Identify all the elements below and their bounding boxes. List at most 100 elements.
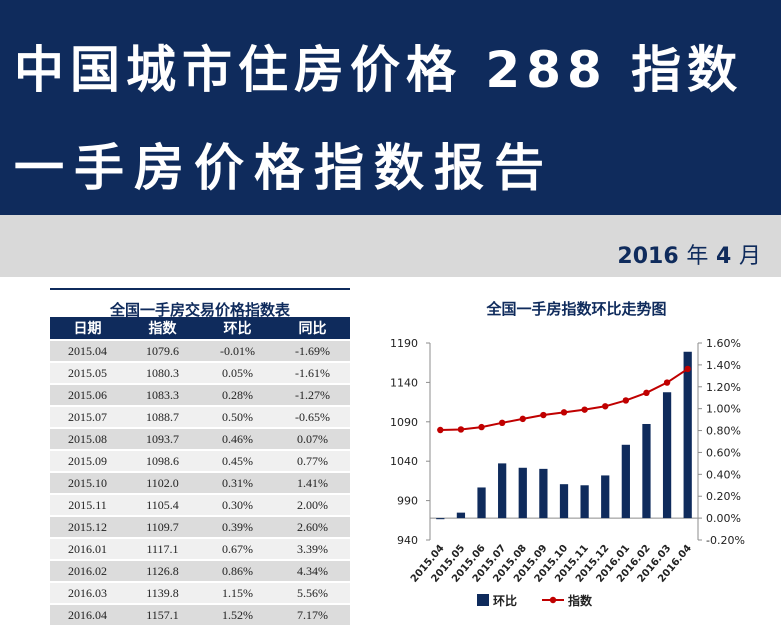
mom-bar: [642, 423, 651, 519]
cell-date: 2016.03: [50, 581, 125, 604]
right-axis-tick-label: 1.40%: [706, 359, 741, 372]
index-point: [478, 423, 485, 431]
cell-index: 1139.8: [125, 581, 200, 604]
left-axis-tick-label: 990: [397, 495, 418, 508]
cell-index: 1117.1: [125, 537, 200, 560]
cell-date: 2015.12: [50, 515, 125, 538]
cell-mom: 0.45%: [200, 449, 275, 472]
table-row: 2015.05 1080.3 0.05% -1.61%: [50, 361, 350, 384]
cell-yoy: 4.34%: [275, 559, 350, 582]
table-row: 2015.08 1093.7 0.46% 0.07%: [50, 427, 350, 450]
index-table-body: 2015.04 1079.6 -0.01% -1.69% 2015.05 1080.3 0.…: [50, 339, 350, 625]
table-row: 2015.09 1098.6 0.45% 0.77%: [50, 449, 350, 472]
cell-yoy: 5.56%: [275, 581, 350, 604]
cell-yoy: 0.77%: [275, 449, 350, 472]
left-axis-tick-label: 1140: [390, 376, 418, 389]
report-header: 中国城市住房价格 288 指数 一手房价格指数报告: [0, 0, 781, 215]
report-month-unit: 月: [738, 244, 761, 269]
cell-mom: 0.39%: [200, 515, 275, 538]
left-axis-tick-label: 1090: [390, 416, 418, 429]
cell-yoy: 2.00%: [275, 493, 350, 516]
chart-panel: 全国一手房指数环比走势图 1190 1140 1090 1040 990 940 1.60%…: [372, 290, 781, 635]
cell-date: 2015.09: [50, 449, 125, 472]
legend-swatch-mom: [477, 594, 489, 606]
cell-yoy: 1.41%: [275, 471, 350, 494]
mom-bar: [559, 484, 569, 519]
right-axis-tick-label: 0.00%: [706, 512, 741, 525]
mom-bar: [621, 444, 630, 519]
report-year: 2016: [617, 244, 679, 269]
index-table: 日期 指数 环比 同比 2015.04 1079.6 -0.01% -1.69% 201…: [50, 317, 350, 625]
cell-date: 2015.10: [50, 471, 125, 494]
cell-date: 2016.02: [50, 559, 125, 582]
table-row: 2016.04 1157.1 1.52% 7.17%: [50, 603, 350, 625]
cell-date: 2015.06: [50, 383, 125, 406]
chart-title: 全国一手房指数环比走势图: [486, 300, 667, 318]
cell-index: 1098.6: [125, 449, 200, 472]
index-point: [519, 415, 526, 423]
cell-index: 1102.0: [125, 471, 200, 494]
cell-yoy: -1.61%: [275, 361, 350, 384]
right-axis-tick-label: 0.40%: [706, 468, 741, 481]
cell-mom: 0.67%: [200, 537, 275, 560]
index-point: [643, 389, 650, 397]
report-title-line2: 一手房价格指数报告: [14, 139, 554, 197]
cell-date: 2015.11: [50, 493, 125, 516]
date-band: 2016 年 4 月: [0, 215, 781, 277]
mom-bar: [477, 487, 486, 519]
cell-mom: 1.52%: [200, 603, 275, 625]
cell-index: 1093.7: [125, 427, 200, 450]
index-line: [440, 368, 689, 431]
cell-yoy: 3.39%: [275, 537, 350, 560]
right-axis-tick-label: 1.00%: [706, 403, 741, 416]
cell-date: 2015.08: [50, 427, 125, 450]
index-table-panel: 全国一手房交易价格指数表 日期 指数 环比 同比 2015.04 1079.6 -0…: [50, 288, 350, 625]
cell-mom: 0.05%: [200, 361, 275, 384]
index-point: [622, 397, 630, 404]
legend-swatch-index-point: [549, 596, 557, 604]
index-point: [602, 403, 609, 410]
cell-index: 1109.7: [125, 515, 200, 538]
cell-index: 1126.8: [125, 559, 200, 582]
column-header-index: 指数: [125, 317, 200, 340]
cell-date: 2015.05: [50, 361, 125, 384]
cell-mom: 1.15%: [200, 581, 275, 604]
right-axis-tick-label: 0.20%: [706, 490, 741, 503]
cell-date: 2016.04: [50, 603, 125, 625]
cell-yoy: 7.17%: [275, 603, 350, 625]
column-header-date: 日期: [50, 317, 125, 340]
report-date: 2016 年 4 月: [617, 238, 761, 270]
cell-mom: 0.46%: [200, 427, 275, 450]
table-row: 2015.12 1109.7 0.39% 2.60%: [50, 515, 350, 538]
table-row: 2016.01 1117.1 0.67% 3.39%: [50, 537, 350, 560]
cell-mom: 0.31%: [200, 471, 275, 494]
table-row: 2016.02 1126.8 0.86% 4.34%: [50, 559, 350, 582]
index-point: [581, 406, 588, 413]
legend-label-mom: 环比: [493, 593, 517, 608]
legend-label-index: 指数: [568, 593, 593, 608]
cell-mom: 0.86%: [200, 559, 275, 582]
mom-bar: [518, 467, 527, 519]
cell-index: 1083.3: [125, 383, 200, 406]
table-row: 2015.06 1083.3 0.28% -1.27%: [50, 383, 350, 406]
left-axis-tick-label: 1190: [390, 337, 418, 350]
mom-bar: [683, 351, 692, 519]
right-axis-tick-label: 1.20%: [706, 381, 741, 394]
right-axis-tick-label: 0.60%: [706, 446, 741, 459]
left-axis-tick-label: 1040: [390, 455, 418, 468]
report-month: 4: [716, 244, 732, 269]
cell-yoy: -0.65%: [275, 405, 350, 428]
table-row: 2015.11 1105.4 0.30% 2.00%: [50, 493, 350, 516]
table-row: 2016.03 1139.8 1.15% 5.56%: [50, 581, 350, 604]
mom-bar: [539, 468, 548, 519]
index-point: [540, 411, 547, 419]
mom-bar: [580, 485, 589, 519]
cell-date: 2015.07: [50, 405, 125, 428]
right-axis-tick-label: -0.20%: [706, 534, 745, 547]
cell-mom: 0.28%: [200, 383, 275, 406]
cell-index: 1079.6: [125, 339, 200, 362]
column-header-mom: 环比: [200, 317, 275, 340]
cell-index: 1080.3: [125, 361, 200, 384]
mom-bar: [498, 463, 507, 519]
cell-yoy: -1.27%: [275, 383, 350, 406]
